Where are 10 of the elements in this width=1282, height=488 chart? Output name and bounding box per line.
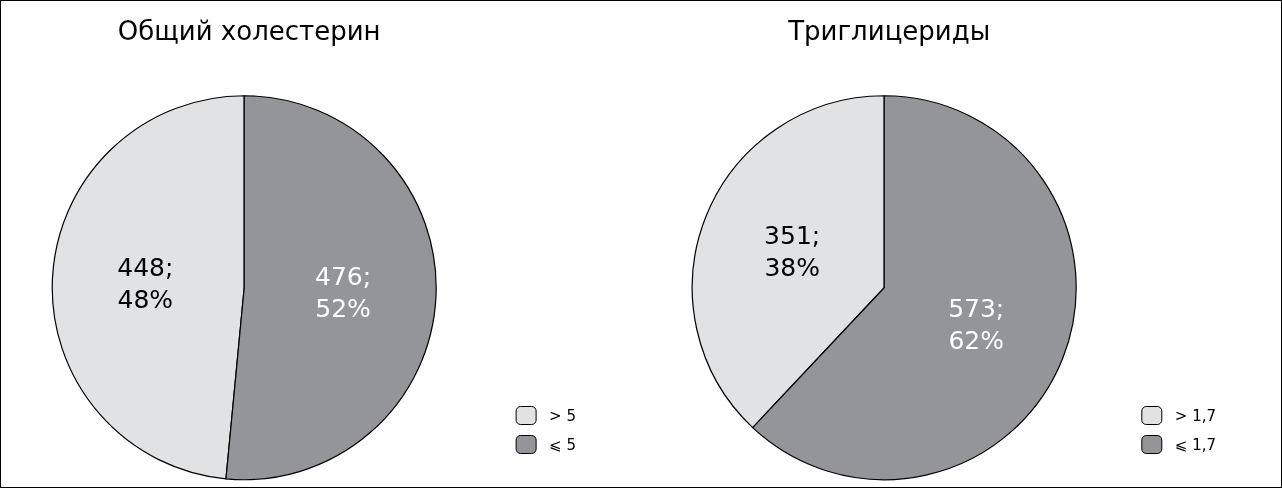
data-label: 476; 52%	[315, 261, 372, 323]
data-label: 351; 38%	[764, 220, 821, 282]
data-label: 573; 62%	[948, 293, 1005, 355]
legend-label: ⩽ 1,7	[1174, 435, 1217, 454]
data-label: 448; 48%	[117, 252, 174, 314]
legend-label: > 5	[549, 406, 577, 425]
legend-label: > 1,7	[1174, 406, 1217, 425]
chart-title: Общий холестерин	[117, 16, 381, 46]
chart-title: Триглицериды	[787, 16, 991, 46]
legend-label: ⩽ 5	[549, 435, 577, 454]
